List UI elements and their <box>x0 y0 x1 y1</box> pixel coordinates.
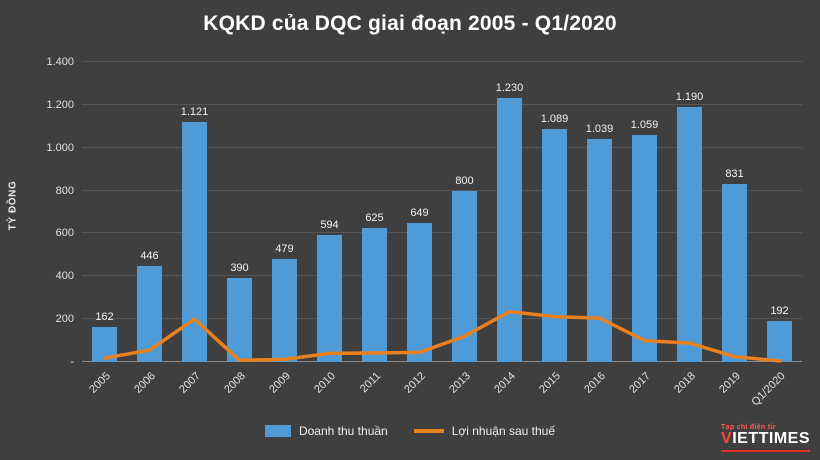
y-tick-label: 200 <box>55 313 74 326</box>
bar-value-label: 1.190 <box>675 91 704 103</box>
bar <box>137 266 162 362</box>
gridline <box>82 146 802 148</box>
bar-value-label: 800 <box>455 174 474 187</box>
bar-column: 649 2012 <box>397 62 442 396</box>
x-tick-label: 2007 <box>177 370 203 396</box>
x-tick-label: 2016 <box>582 370 608 396</box>
bar-value-label: 831 <box>725 167 744 180</box>
bar-value-label: 1.089 <box>540 112 569 125</box>
bar-column: 1.121 2007 <box>172 62 217 396</box>
bar-column: 1.230 2014 <box>487 62 532 395</box>
logo-tagline: Tạp chí điện tử <box>721 423 776 431</box>
legend-label-profit: Lợi nhuận sau thuế <box>451 424 556 438</box>
bar-column: 1.190 2018 <box>667 62 712 396</box>
bar <box>632 135 657 362</box>
bar-value-label: 192 <box>770 304 789 317</box>
bar-value-label: 390 <box>230 262 249 275</box>
legend: Doanh thu thuần Lợi nhuận sau thuế <box>0 424 820 438</box>
x-tick-label: 2015 <box>537 370 563 396</box>
y-tick-label: 400 <box>55 270 74 283</box>
bar <box>722 183 747 362</box>
x-tick-label: 2017 <box>627 370 653 396</box>
legend-item-revenue: Doanh thu thuần <box>264 424 388 438</box>
logo-name: VIETTIMES <box>721 430 810 448</box>
y-tick-label: 1.000 <box>46 141 74 154</box>
bar-value-label: 625 <box>365 212 384 225</box>
bar-column: 1.059 2017 <box>622 62 667 396</box>
x-tick-label: 2006 <box>132 370 158 396</box>
x-tick-label: 2013 <box>447 370 473 396</box>
y-tick-label: 600 <box>55 227 74 240</box>
x-tick-label: 2012 <box>402 370 428 396</box>
bar-value-label: 1.059 <box>630 119 659 132</box>
x-tick-label: 2011 <box>357 370 383 396</box>
bar <box>677 107 702 362</box>
bar-column: 831 2019 <box>712 62 757 396</box>
gridline <box>82 61 802 62</box>
y-tick-label: - <box>70 356 74 368</box>
bar <box>272 259 297 362</box>
legend-label-revenue: Doanh thu thuần <box>298 424 388 438</box>
bar-column: 162 2005 <box>82 62 127 396</box>
bar-value-label: 479 <box>275 243 294 256</box>
y-tick-label: 1.400 <box>46 56 74 68</box>
profit-line-swatch <box>413 429 444 433</box>
bar-column: 625 2011 <box>352 62 397 395</box>
y-axis-label: TỶ ĐỒNG <box>7 180 19 231</box>
x-tick-label: 2005 <box>87 370 113 396</box>
bar-column: 390 2008 <box>217 62 262 396</box>
plot-area: - 200 400 600 800 1.000 1.200 1.400 162 2005 446 2… <box>46 56 802 408</box>
bar <box>317 234 342 362</box>
x-tick-label: 2008 <box>222 370 248 396</box>
bar-value-label: 1.039 <box>585 123 614 136</box>
gridline <box>82 232 802 234</box>
chart-title: KQKD của DQC giai đoạn 2005 - Q1/2020 <box>203 12 617 35</box>
bar-value-label: 1.230 <box>495 82 524 95</box>
y-tick-label: 800 <box>55 184 74 197</box>
revenue-swatch <box>264 425 291 437</box>
bar <box>767 320 792 362</box>
bar <box>362 228 387 362</box>
bar-value-label: 1.121 <box>180 105 209 118</box>
bar <box>182 121 207 362</box>
x-tick-label: 2009 <box>267 370 293 396</box>
gridline <box>82 103 802 105</box>
bar-column: 594 2010 <box>307 62 352 396</box>
bar <box>587 139 612 362</box>
bar-value-label: 162 <box>95 311 114 324</box>
bar-column: 1.039 2016 <box>577 62 622 395</box>
bar <box>407 222 432 362</box>
bar <box>497 98 522 362</box>
x-tick-label: 2014 <box>492 370 518 396</box>
x-tick-label: 2019 <box>717 370 743 396</box>
logo-name-rest: IETTIMES <box>732 430 810 448</box>
gridline <box>82 275 802 277</box>
x-tick-label: 2010 <box>312 370 338 396</box>
bar <box>542 128 567 362</box>
bar <box>227 278 252 362</box>
y-tick-label: 1.200 <box>46 98 74 111</box>
bar-value-label: 649 <box>410 206 429 219</box>
bar <box>92 327 117 362</box>
bar-column: 1.089 2015 <box>532 62 577 396</box>
bar-value-label: 446 <box>140 250 159 263</box>
legend-item-profit: Lợi nhuận sau thuế <box>413 424 556 438</box>
bar-columns: 162 2005 446 2006 1.121 2007 390 2008 479 2009 594… <box>82 62 802 408</box>
bar-value-label: 594 <box>320 218 339 231</box>
bar <box>452 190 477 362</box>
x-tick-label: Q1/2020 <box>749 370 788 409</box>
bar-column: 800 2013 <box>442 62 487 396</box>
bar-column: 479 2009 <box>262 62 307 396</box>
logo-name-accent: V <box>721 430 733 448</box>
viettimes-logo: Tạp chí điện tử VIETTIMES <box>721 424 810 452</box>
x-tick-label: 2018 <box>672 370 698 396</box>
bar-column: 192 Q1/2020 <box>750 62 802 408</box>
bar-column: 446 2006 <box>127 62 172 396</box>
gridline <box>82 189 802 191</box>
logo-underline <box>721 450 810 452</box>
